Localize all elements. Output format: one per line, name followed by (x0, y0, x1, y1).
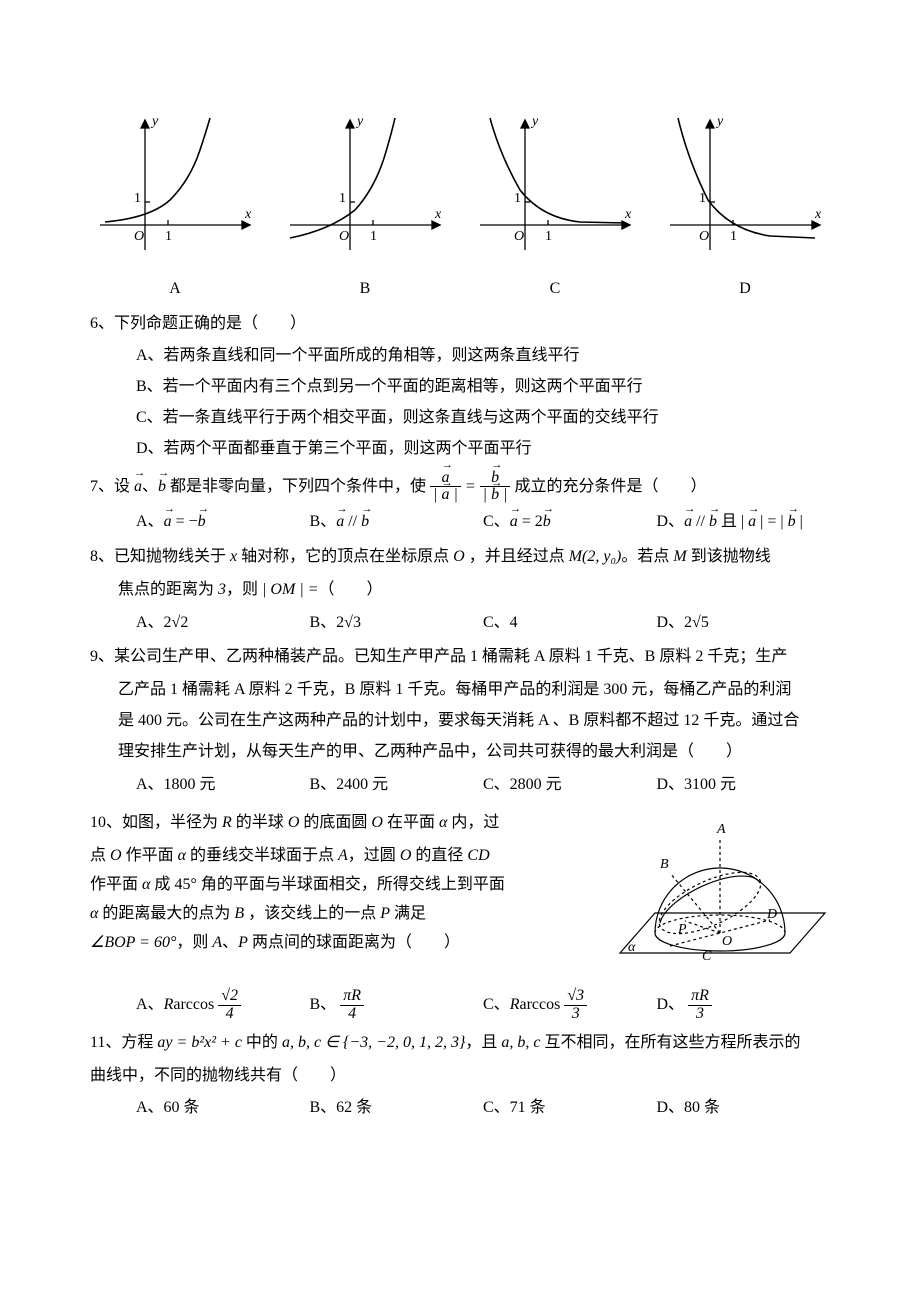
graph-a: 1 1 O x y A (90, 110, 260, 304)
graph-a-label: A (90, 275, 260, 304)
hemi-label-a: A (716, 822, 726, 837)
graph-d: 1 1 O x y D (660, 110, 830, 304)
q10-opt-c: C、Rarccos √33 (483, 988, 657, 1023)
q6-opt-c: C、若一条直线平行于两个相交平面，则这条直线与这两个平面的交线平行 (90, 404, 830, 433)
svg-text:x: x (434, 207, 442, 222)
q8-options: A、2√2 B、2√3 C、4 D、2√5 (90, 609, 830, 638)
q10-opt-a: A、Rarccos √24 (136, 988, 310, 1023)
svg-text:O: O (514, 229, 524, 244)
q8-line2: 焦点的距离为 3，则 | OM | =（ ） (90, 576, 830, 605)
hemisphere-svg: A B D O P C α (610, 803, 830, 973)
hemi-label-d: D (766, 907, 777, 922)
q7-t4: 成立的充分条件是（ ） (514, 478, 706, 495)
q11-opt-c: C、71 条 (483, 1094, 657, 1123)
graph-a-svg: 1 1 O x y (90, 110, 260, 260)
q11-options: A、60 条 B、62 条 C、71 条 D、80 条 (90, 1094, 830, 1123)
svg-text:1: 1 (730, 229, 737, 244)
hemi-label-c: C (702, 949, 712, 964)
q11-opt-d: D、80 条 (657, 1094, 831, 1123)
q8-opt-a: A、2√2 (136, 609, 310, 638)
svg-text:y: y (715, 114, 724, 129)
svg-text:O: O (339, 229, 349, 244)
q11-opt-b: B、62 条 (310, 1094, 484, 1123)
q8-opt-b: B、2√3 (310, 609, 484, 638)
svg-text:1: 1 (699, 191, 706, 206)
svg-text:1: 1 (165, 229, 172, 244)
svg-text:O: O (699, 229, 709, 244)
q6-opt-b: B、若一个平面内有三个点到另一个平面的距离相等，则这两个平面平行 (90, 373, 830, 402)
q9-opt-d: D、3100 元 (657, 771, 831, 800)
q9-options: A、1800 元 B、2400 元 C、2800 元 D、3100 元 (90, 771, 830, 800)
svg-text:y: y (530, 114, 539, 129)
graph-d-label: D (660, 275, 830, 304)
svg-text:y: y (150, 114, 159, 129)
q6-opt-d: D、若两个平面都垂直于第三个平面，则这两个平面平行 (90, 435, 830, 464)
svg-text:y: y (355, 114, 364, 129)
q6-stem: 6、下列命题正确的是（ ） (90, 310, 830, 339)
q7-options: A、a = −b B、a // b C、a = 2b D、a // b 且 | … (90, 508, 830, 537)
q9-line3: 是 400 元。公司在生产这两种产品的计划中，要求每天消耗 A 、B 原料都不超… (90, 707, 830, 736)
graph-d-svg: 1 1 O x y (660, 110, 830, 260)
q7-opt-b: B、a // b (310, 508, 484, 537)
graph-b-svg: 1 1 O x y (280, 110, 450, 260)
q8-opt-d: D、2√5 (657, 609, 831, 638)
q9-opt-c: C、2800 元 (483, 771, 657, 800)
svg-text:1: 1 (134, 191, 141, 206)
q9-opt-b: B、2400 元 (310, 771, 484, 800)
q10-opt-d: D、 πR3 (657, 988, 831, 1023)
svg-text:x: x (814, 207, 822, 222)
hemisphere-figure: A B D O P C α (610, 803, 830, 984)
graph-b-label: B (280, 275, 450, 304)
svg-text:x: x (244, 207, 252, 222)
q7-t1: 7、设 (90, 478, 130, 495)
q7-t3: 都是非零向量，下列四个条件中，使 (170, 478, 430, 495)
q8-opt-c: C、4 (483, 609, 657, 638)
q11-line2: 曲线中，不同的抛物线共有（ ） (90, 1062, 830, 1091)
q11-line1: 11、方程 ay = b²x² + c 中的 a, b, c ∈ {−3, −2… (90, 1029, 830, 1058)
q9-line2: 乙产品 1 桶需耗 A 原料 2 千克，B 原料 1 千克。每桶甲产品的利润是 … (90, 676, 830, 705)
q6-opt-a: A、若两条直线和同一个平面所成的角相等，则这两条直线平行 (90, 342, 830, 371)
q7-opt-d: D、a // b 且 | a | = | b | (657, 508, 831, 537)
svg-text:1: 1 (545, 229, 552, 244)
q9-opt-a: A、1800 元 (136, 771, 310, 800)
graph-c-label: C (470, 275, 640, 304)
hemi-label-b: B (660, 857, 669, 872)
svg-text:1: 1 (370, 229, 377, 244)
q7-opt-a: A、a = −b (136, 508, 310, 537)
hemi-label-o: O (722, 934, 732, 949)
hemi-label-p: P (677, 922, 687, 937)
svg-text:x: x (624, 207, 632, 222)
q11-opt-a: A、60 条 (136, 1094, 310, 1123)
svg-text:1: 1 (339, 191, 346, 206)
graph-b: 1 1 O x y B (280, 110, 450, 304)
q10-opt-b: B、 πR4 (310, 988, 484, 1023)
q10-options: A、Rarccos √24 B、 πR4 C、Rarccos √33 D、 πR… (90, 988, 830, 1023)
svg-text:1: 1 (514, 191, 521, 206)
q9-line4: 理安排生产计划，从每天生产的甲、乙两种产品中，公司共可获得的最大利润是（ ） (90, 738, 830, 767)
graph-row: 1 1 O x y A 1 1 (90, 110, 830, 304)
svg-text:O: O (134, 229, 144, 244)
hemi-label-alpha: α (628, 940, 636, 955)
q9-line1: 9、某公司生产甲、乙两种桶装产品。已知生产甲产品 1 桶需耗 A 原料 1 千克… (90, 643, 830, 672)
q7-opt-c: C、a = 2b (483, 508, 657, 537)
q8-line1: 8、已知抛物线关于 x 轴对称，它的顶点在坐标原点 O ，并且经过点 M(2, … (90, 543, 830, 572)
graph-c: 1 1 O x y C (470, 110, 640, 304)
graph-c-svg: 1 1 O x y (470, 110, 640, 260)
